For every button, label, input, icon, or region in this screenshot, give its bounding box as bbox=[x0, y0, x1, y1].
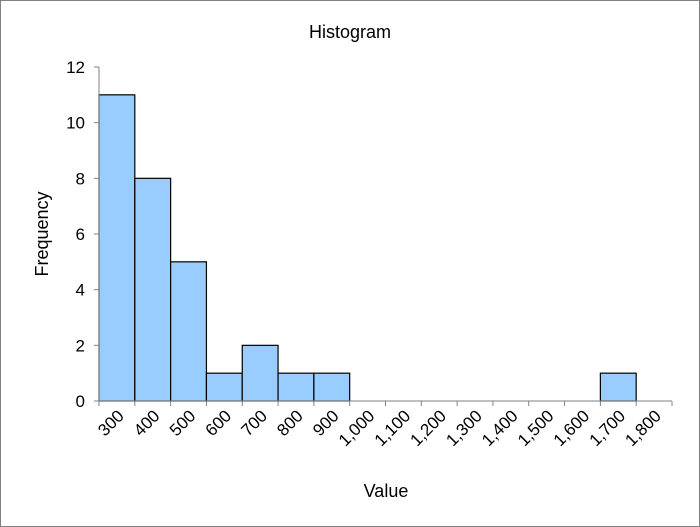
x-tick-label: 400 bbox=[130, 406, 163, 439]
y-ticks-group: 0 2 4 6 8 10 12 bbox=[66, 58, 99, 411]
bar-700 bbox=[241, 344, 279, 402]
bar-800 bbox=[277, 372, 315, 402]
x-tick-label: 1,100 bbox=[371, 406, 415, 450]
x-tick-label: 1,000 bbox=[335, 406, 379, 450]
y-tick-label: 12 bbox=[66, 58, 85, 77]
bars-group bbox=[98, 94, 637, 402]
x-tick-label: 600 bbox=[202, 406, 235, 439]
y-tick-label: 10 bbox=[66, 114, 85, 133]
x-tick-label: 500 bbox=[166, 406, 199, 439]
bar-500 bbox=[170, 261, 208, 402]
x-tick-label: 300 bbox=[94, 406, 127, 439]
x-tick-label: 1,500 bbox=[514, 406, 558, 450]
x-tick-label: 1,800 bbox=[621, 406, 665, 450]
x-tick-label: 1,300 bbox=[442, 406, 486, 450]
x-axis-title: Value bbox=[364, 481, 409, 501]
bar-900 bbox=[313, 372, 351, 402]
y-tick-label: 6 bbox=[76, 225, 85, 244]
bar-300 bbox=[98, 94, 136, 402]
y-tick-label: 4 bbox=[76, 281, 85, 300]
x-tick-label: 1,200 bbox=[407, 406, 451, 450]
bar-1700 bbox=[599, 372, 637, 402]
y-tick-label: 0 bbox=[76, 392, 85, 411]
bar-600 bbox=[205, 372, 243, 402]
y-tick-label: 2 bbox=[76, 336, 85, 355]
x-tick-label: 1,700 bbox=[586, 406, 630, 450]
y-axis-title: Frequency bbox=[32, 191, 52, 276]
x-tick-label: 1,400 bbox=[478, 406, 522, 450]
chart-title: Histogram bbox=[309, 22, 391, 42]
x-tick-label: 700 bbox=[237, 406, 270, 439]
y-tick-label: 8 bbox=[76, 169, 85, 188]
x-tick-label: 1,600 bbox=[550, 406, 594, 450]
bar-400 bbox=[134, 177, 172, 402]
x-tick-label: 800 bbox=[273, 406, 306, 439]
x-ticks-group: 300 400 500 600 700 800 9001,0001,1001,2001,30… bbox=[94, 401, 673, 450]
